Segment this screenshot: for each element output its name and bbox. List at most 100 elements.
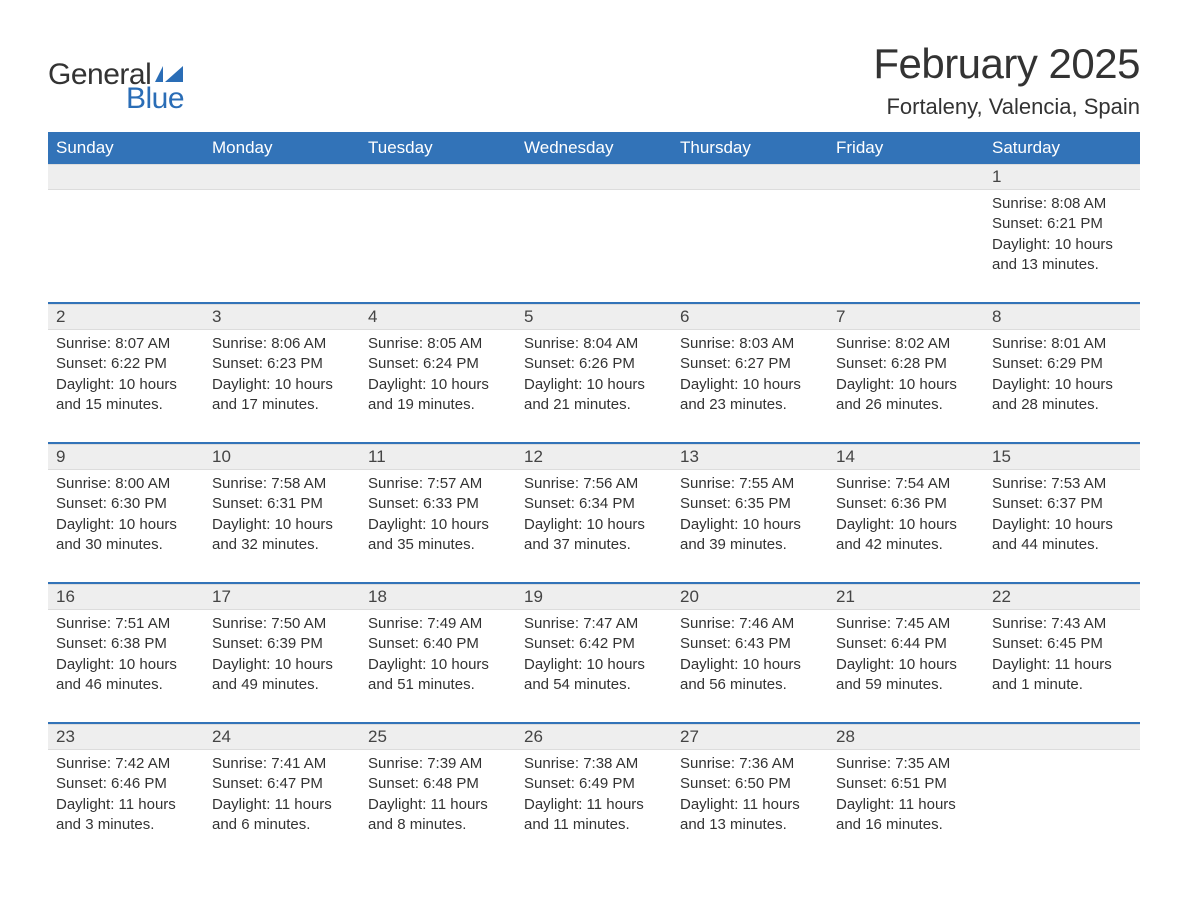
day-cell: 28Sunrise: 7:35 AMSunset: 6:51 PMDayligh…: [828, 724, 984, 844]
day-details: Sunrise: 8:05 AMSunset: 6:24 PMDaylight:…: [360, 330, 516, 419]
weekday-header: Saturday: [984, 132, 1140, 164]
day-details: Sunrise: 7:38 AMSunset: 6:49 PMDaylight:…: [516, 750, 672, 839]
day-details: Sunrise: 7:36 AMSunset: 6:50 PMDaylight:…: [672, 750, 828, 839]
weekday-header-row: Sunday Monday Tuesday Wednesday Thursday…: [48, 132, 1140, 164]
day-details: Sunrise: 7:45 AMSunset: 6:44 PMDaylight:…: [828, 610, 984, 699]
day-details: Sunrise: 7:56 AMSunset: 6:34 PMDaylight:…: [516, 470, 672, 559]
day-number: 5: [516, 304, 672, 330]
day-cell: [48, 164, 204, 284]
day-number-bar-empty: [984, 724, 1140, 750]
sunset-line: Sunset: 6:21 PM: [992, 214, 1132, 234]
day-cell: [984, 724, 1140, 844]
day-details: Sunrise: 7:41 AMSunset: 6:47 PMDaylight:…: [204, 750, 360, 839]
day-number: 20: [672, 584, 828, 610]
day-cell: 3Sunrise: 8:06 AMSunset: 6:23 PMDaylight…: [204, 304, 360, 424]
day-number: 28: [828, 724, 984, 750]
day-details: Sunrise: 7:39 AMSunset: 6:48 PMDaylight:…: [360, 750, 516, 839]
sunrise-line: Sunrise: 7:41 AM: [212, 754, 352, 774]
day-details: Sunrise: 8:00 AMSunset: 6:30 PMDaylight:…: [48, 470, 204, 559]
day-number: 26: [516, 724, 672, 750]
day-number: 1: [984, 164, 1140, 190]
day-details: Sunrise: 7:58 AMSunset: 6:31 PMDaylight:…: [204, 470, 360, 559]
sunrise-line: Sunrise: 7:55 AM: [680, 474, 820, 494]
week-row: 2Sunrise: 8:07 AMSunset: 6:22 PMDaylight…: [48, 302, 1140, 424]
day-number: 13: [672, 444, 828, 470]
day-cell: 11Sunrise: 7:57 AMSunset: 6:33 PMDayligh…: [360, 444, 516, 564]
day-number-bar-empty: [828, 164, 984, 190]
day-details: Sunrise: 7:57 AMSunset: 6:33 PMDaylight:…: [360, 470, 516, 559]
day-cell: 5Sunrise: 8:04 AMSunset: 6:26 PMDaylight…: [516, 304, 672, 424]
day-details: Sunrise: 7:47 AMSunset: 6:42 PMDaylight:…: [516, 610, 672, 699]
sunrise-line: Sunrise: 7:51 AM: [56, 614, 196, 634]
weekday-header: Tuesday: [360, 132, 516, 164]
day-number: 4: [360, 304, 516, 330]
sunrise-line: Sunrise: 7:39 AM: [368, 754, 508, 774]
day-number: 16: [48, 584, 204, 610]
logo-text-blue: Blue: [126, 82, 184, 116]
day-cell: 18Sunrise: 7:49 AMSunset: 6:40 PMDayligh…: [360, 584, 516, 704]
sunrise-line: Sunrise: 7:35 AM: [836, 754, 976, 774]
day-number: 21: [828, 584, 984, 610]
day-details: Sunrise: 7:54 AMSunset: 6:36 PMDaylight:…: [828, 470, 984, 559]
day-number: 27: [672, 724, 828, 750]
sunrise-line: Sunrise: 7:46 AM: [680, 614, 820, 634]
day-cell: 8Sunrise: 8:01 AMSunset: 6:29 PMDaylight…: [984, 304, 1140, 424]
day-cell: 12Sunrise: 7:56 AMSunset: 6:34 PMDayligh…: [516, 444, 672, 564]
day-cell: 15Sunrise: 7:53 AMSunset: 6:37 PMDayligh…: [984, 444, 1140, 564]
day-number: 7: [828, 304, 984, 330]
day-cell: [360, 164, 516, 284]
daylight-line: Daylight: 10 hours and 54 minutes.: [524, 655, 664, 696]
daylight-line: Daylight: 10 hours and 26 minutes.: [836, 375, 976, 416]
sunrise-line: Sunrise: 7:42 AM: [56, 754, 196, 774]
weekday-header: Friday: [828, 132, 984, 164]
sunset-line: Sunset: 6:48 PM: [368, 774, 508, 794]
day-number-bar-empty: [516, 164, 672, 190]
daylight-line: Daylight: 11 hours and 1 minute.: [992, 655, 1132, 696]
calendar: Sunday Monday Tuesday Wednesday Thursday…: [48, 132, 1140, 844]
sunset-line: Sunset: 6:46 PM: [56, 774, 196, 794]
day-number-bar-empty: [672, 164, 828, 190]
flag-icon: [155, 62, 183, 82]
daylight-line: Daylight: 10 hours and 35 minutes.: [368, 515, 508, 556]
sunset-line: Sunset: 6:40 PM: [368, 634, 508, 654]
sunrise-line: Sunrise: 8:07 AM: [56, 334, 196, 354]
daylight-line: Daylight: 10 hours and 19 minutes.: [368, 375, 508, 416]
day-cell: 10Sunrise: 7:58 AMSunset: 6:31 PMDayligh…: [204, 444, 360, 564]
sunset-line: Sunset: 6:26 PM: [524, 354, 664, 374]
daylight-line: Daylight: 10 hours and 21 minutes.: [524, 375, 664, 416]
sunset-line: Sunset: 6:38 PM: [56, 634, 196, 654]
day-cell: 7Sunrise: 8:02 AMSunset: 6:28 PMDaylight…: [828, 304, 984, 424]
sunrise-line: Sunrise: 7:58 AM: [212, 474, 352, 494]
header: General Blue February 2025 Fortaleny, Va…: [48, 40, 1140, 120]
daylight-line: Daylight: 10 hours and 44 minutes.: [992, 515, 1132, 556]
sunrise-line: Sunrise: 8:03 AM: [680, 334, 820, 354]
day-cell: 16Sunrise: 7:51 AMSunset: 6:38 PMDayligh…: [48, 584, 204, 704]
sunrise-line: Sunrise: 8:02 AM: [836, 334, 976, 354]
sunrise-line: Sunrise: 7:43 AM: [992, 614, 1132, 634]
sunset-line: Sunset: 6:34 PM: [524, 494, 664, 514]
day-details: Sunrise: 7:50 AMSunset: 6:39 PMDaylight:…: [204, 610, 360, 699]
daylight-line: Daylight: 11 hours and 11 minutes.: [524, 795, 664, 836]
day-number: 22: [984, 584, 1140, 610]
daylight-line: Daylight: 10 hours and 23 minutes.: [680, 375, 820, 416]
day-cell: 21Sunrise: 7:45 AMSunset: 6:44 PMDayligh…: [828, 584, 984, 704]
day-number: 12: [516, 444, 672, 470]
daylight-line: Daylight: 10 hours and 42 minutes.: [836, 515, 976, 556]
day-cell: [672, 164, 828, 284]
weekday-header: Thursday: [672, 132, 828, 164]
sunrise-line: Sunrise: 7:53 AM: [992, 474, 1132, 494]
day-details: Sunrise: 8:01 AMSunset: 6:29 PMDaylight:…: [984, 330, 1140, 419]
daylight-line: Daylight: 11 hours and 6 minutes.: [212, 795, 352, 836]
day-number: 17: [204, 584, 360, 610]
sunrise-line: Sunrise: 7:50 AM: [212, 614, 352, 634]
sunrise-line: Sunrise: 8:05 AM: [368, 334, 508, 354]
daylight-line: Daylight: 10 hours and 15 minutes.: [56, 375, 196, 416]
sunset-line: Sunset: 6:29 PM: [992, 354, 1132, 374]
daylight-line: Daylight: 11 hours and 16 minutes.: [836, 795, 976, 836]
sunrise-line: Sunrise: 7:49 AM: [368, 614, 508, 634]
sunrise-line: Sunrise: 7:36 AM: [680, 754, 820, 774]
sunset-line: Sunset: 6:36 PM: [836, 494, 976, 514]
sunset-line: Sunset: 6:47 PM: [212, 774, 352, 794]
day-cell: 26Sunrise: 7:38 AMSunset: 6:49 PMDayligh…: [516, 724, 672, 844]
day-number: 10: [204, 444, 360, 470]
